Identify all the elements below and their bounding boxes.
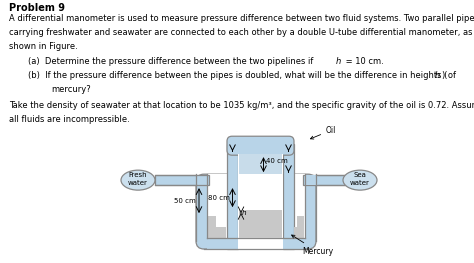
Text: shown in Figure.: shown in Figure.	[9, 42, 78, 51]
Text: Problem 9: Problem 9	[9, 3, 65, 13]
Text: carrying freshwater and seawater are connected to each other by a double U-tube : carrying freshwater and seawater are con…	[9, 28, 473, 37]
Polygon shape	[294, 227, 304, 238]
Text: (b)  If the pressure difference between the pipes is doubled, what will be the d: (b) If the pressure difference between t…	[28, 71, 447, 80]
Ellipse shape	[121, 170, 155, 190]
Polygon shape	[239, 154, 282, 174]
Text: A differential manometer is used to measure pressure difference between two flui: A differential manometer is used to meas…	[9, 14, 474, 23]
Polygon shape	[305, 175, 318, 185]
Text: (a)  Determine the pressure difference between the two pipelines if: (a) Determine the pressure difference be…	[28, 57, 316, 67]
FancyBboxPatch shape	[227, 136, 294, 155]
Polygon shape	[207, 174, 305, 238]
Polygon shape	[208, 216, 216, 238]
Text: mercury?: mercury?	[51, 85, 91, 94]
Polygon shape	[297, 216, 304, 238]
Text: = 10 cm.: = 10 cm.	[343, 57, 384, 67]
Polygon shape	[227, 144, 238, 249]
Text: Sea
water: Sea water	[350, 173, 370, 186]
Text: ) of: ) of	[442, 71, 456, 80]
Text: all fluids are incompressible.: all fluids are incompressible.	[9, 115, 130, 124]
Polygon shape	[155, 175, 209, 185]
Polygon shape	[239, 210, 282, 238]
Text: 50 cm: 50 cm	[174, 198, 196, 204]
Text: h: h	[435, 71, 440, 80]
Polygon shape	[207, 238, 305, 249]
Text: Fresh
water: Fresh water	[128, 173, 148, 186]
Ellipse shape	[343, 170, 377, 190]
Polygon shape	[283, 144, 294, 249]
Text: h: h	[336, 57, 341, 67]
Polygon shape	[238, 154, 283, 249]
Text: Take the density of seawater at that location to be 1035 kg/m³, and the specific: Take the density of seawater at that loc…	[9, 101, 474, 110]
Text: 80 cm: 80 cm	[208, 195, 229, 201]
Polygon shape	[208, 227, 226, 238]
Polygon shape	[303, 175, 345, 185]
Text: h: h	[242, 210, 246, 216]
Text: Oil: Oil	[310, 126, 337, 139]
FancyBboxPatch shape	[196, 174, 316, 249]
Text: 40 cm: 40 cm	[266, 158, 288, 164]
Text: Mercury: Mercury	[292, 235, 333, 256]
